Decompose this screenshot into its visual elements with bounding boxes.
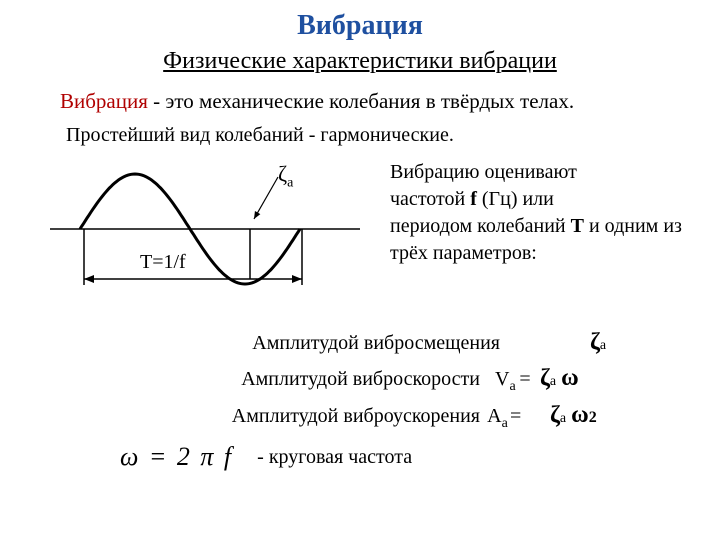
amp-displacement-row: Амплитудой вибросмещения ζa [190,324,720,360]
mid-row: T=1/f ζa Вибрацию оценивают частотой f (… [0,159,720,314]
definition-term: Вибрация [60,89,148,113]
omega-formula: ω = 2 π f [120,442,233,472]
page-title: Вибрация [0,10,720,42]
amp-velocity-row: Амплитудой виброскорости Va = ζa ω [190,360,720,397]
sine-chart: T=1/f ζa [40,159,370,314]
simple-kind-line: Простейший вид колебаний - гармонические… [66,124,720,147]
sine-svg [40,159,370,309]
page-subtitle: Физические характеристики вибрации [0,48,720,75]
amp-acceleration-row: Амплитудой виброускорения Aa = ζa ω2 [190,397,720,434]
amplitude-block: Амплитудой вибросмещения ζa Амплитудой в… [190,324,720,434]
omega-line: ω = 2 π f - круговая частота [120,442,720,472]
definition-line: Вибрация - это механические колебания в … [60,89,720,114]
zeta-pointer-label: ζa [278,161,293,191]
period-label: T=1/f [140,251,186,274]
omega-description: - круговая частота [257,446,412,469]
evaluation-text: Вибрацию оценивают частотой f (Гц) или п… [390,159,690,314]
definition-rest: - это механические колебания в твёрдых т… [148,89,574,113]
